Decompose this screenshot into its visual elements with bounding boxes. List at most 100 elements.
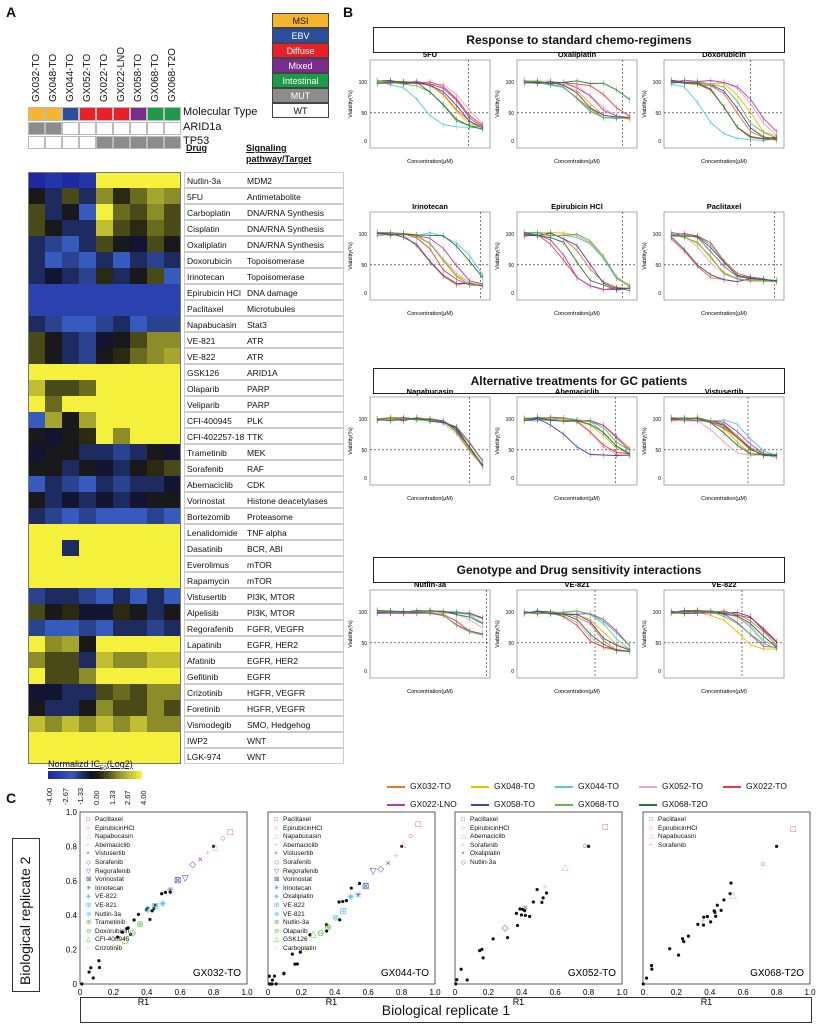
drug-name: LGK-974 xyxy=(187,752,222,762)
colorbar-step xyxy=(69,771,74,779)
plot-ylabel: Viability(%) xyxy=(642,427,648,455)
colorbar-step xyxy=(82,771,87,779)
plot-ytick: 100 xyxy=(506,232,515,238)
drug-row: GSK126 ARID1A xyxy=(184,364,344,380)
scatter-legend-marker: + xyxy=(274,841,278,849)
drug-name: Veliparib xyxy=(187,400,220,410)
scatter-legend-label: Abemaciclib xyxy=(283,841,319,849)
colorbar-step xyxy=(54,771,58,779)
heatmap-cell xyxy=(62,684,79,700)
heatmap-cell xyxy=(79,444,96,460)
heatmap-cell xyxy=(28,572,45,588)
heatmap-cell xyxy=(79,636,96,652)
heatmap-cell xyxy=(45,332,62,348)
plot-title: Paclitaxel xyxy=(707,202,742,211)
heatmap-cell xyxy=(96,236,113,252)
drug-name: Napabucasin xyxy=(187,320,237,330)
annotation-cell xyxy=(28,122,45,135)
legend-box: EBV xyxy=(272,28,329,43)
scatter-xtick: 0.4 xyxy=(329,988,341,997)
heatmap-cell xyxy=(113,332,130,348)
scatter-xtick: 1.0 xyxy=(804,988,816,997)
drug-target: FGFR, VEGFR xyxy=(247,624,305,634)
heatmap-cell xyxy=(96,524,113,540)
scatter-point xyxy=(465,978,469,982)
scatter-legend-item: ⊞ VE-821 xyxy=(86,902,117,910)
heatmap-cell xyxy=(45,460,62,476)
heatmap-cell xyxy=(113,236,130,252)
curve-plot: 5FU Viability(%) 100 50 0 Concentration(µM) xyxy=(348,50,491,165)
drug-target: SMO, Hedgehog xyxy=(247,720,311,730)
curve-plot: VE-821 Viability(%) 100 50 0 Concentration(µM… xyxy=(495,580,638,695)
heatmap-cell xyxy=(96,412,113,428)
heatmap-cell xyxy=(164,396,181,412)
scatter-point xyxy=(478,948,482,953)
heatmap-cell xyxy=(45,716,62,732)
heatmap-cell xyxy=(130,604,147,620)
heatmap-cell xyxy=(113,684,130,700)
scatter-point xyxy=(324,923,329,927)
scatter-legend-label: Paclitaxel xyxy=(283,816,311,823)
heatmap-cell xyxy=(79,188,96,204)
heatmap-cell xyxy=(147,540,164,556)
plot-frame xyxy=(663,211,785,301)
scatter-xtick: 0.6 xyxy=(738,988,750,997)
heatmap-cell xyxy=(62,588,79,604)
scatter-point xyxy=(270,982,274,986)
scatter-point xyxy=(775,844,779,848)
scatter-point xyxy=(729,881,733,885)
replicate-scatter-plots: 000.20.20.40.40.60.60.80.81.01.0R1GX032-… xyxy=(66,808,816,1007)
colorbar-step xyxy=(107,771,112,779)
plot-ylabel: Viability(%) xyxy=(495,90,501,118)
scatter-xtick: 0.8 xyxy=(208,988,220,997)
plot-frame xyxy=(516,59,638,149)
heatmap-cell xyxy=(130,364,147,380)
scatter-marker: ⊖ xyxy=(129,928,137,938)
scatter-marker: □ xyxy=(791,824,797,834)
heatmap-cell xyxy=(164,428,181,444)
ylabel-box xyxy=(12,838,40,992)
drug-name: Sorafenib xyxy=(187,464,224,474)
heatmap-cell xyxy=(113,748,130,764)
heatmap-cell xyxy=(113,252,130,268)
annotation-cell xyxy=(62,122,79,135)
colorbar-step xyxy=(79,771,83,779)
scatter-legend-label: Crizotinib xyxy=(95,945,123,952)
annotation-cell xyxy=(164,122,181,135)
curve-legend-item: GX044-TO xyxy=(555,781,619,791)
scatter-xtick: 0.2 xyxy=(296,988,308,997)
drug-name: Olaparib xyxy=(187,384,220,394)
scatter-marker: □ xyxy=(228,827,234,837)
heatmap-cell xyxy=(130,220,147,236)
scatter-marker: △ xyxy=(122,934,129,944)
scatter-point xyxy=(644,976,649,980)
sample-label: GX068-T2O xyxy=(167,48,178,102)
heatmap-cell xyxy=(62,300,79,316)
drug-row: Napabucasin Stat3 xyxy=(184,316,344,332)
scatter-legend-marker: □ xyxy=(461,816,465,823)
sample-label: GX032-TO xyxy=(31,53,42,102)
heatmap-cell xyxy=(96,556,113,572)
heatmap-cell xyxy=(28,396,45,412)
heatmap-cell xyxy=(113,460,130,476)
legend-box: MSI xyxy=(272,13,329,28)
scatter-ytick: 0.8 xyxy=(66,842,78,851)
scatter-marker: △ xyxy=(400,839,407,849)
plot-ytick: 50 xyxy=(508,448,514,454)
heatmap-cell xyxy=(62,540,79,556)
scatter-legend-item: ◇ Sorafenib xyxy=(86,859,123,867)
drug-header: Drug xyxy=(186,143,207,153)
heatmap-cell xyxy=(28,620,45,636)
scatter-point xyxy=(641,982,645,986)
heatmap-cell xyxy=(62,412,79,428)
legend-label: GX022-TO xyxy=(746,781,787,791)
plot-xlabel: Concentration(µM) xyxy=(554,311,600,317)
scatter-legend-marker: ⊕ xyxy=(274,919,280,927)
heatmap-cell xyxy=(79,396,96,412)
plot-ylabel: Viability(%) xyxy=(495,427,501,455)
scatter-point xyxy=(505,935,510,940)
scatter-legend-marker: ⊗ xyxy=(274,910,280,918)
scatter-marker: ✳ xyxy=(354,890,362,900)
sample-label: GX022-TO xyxy=(99,53,110,102)
